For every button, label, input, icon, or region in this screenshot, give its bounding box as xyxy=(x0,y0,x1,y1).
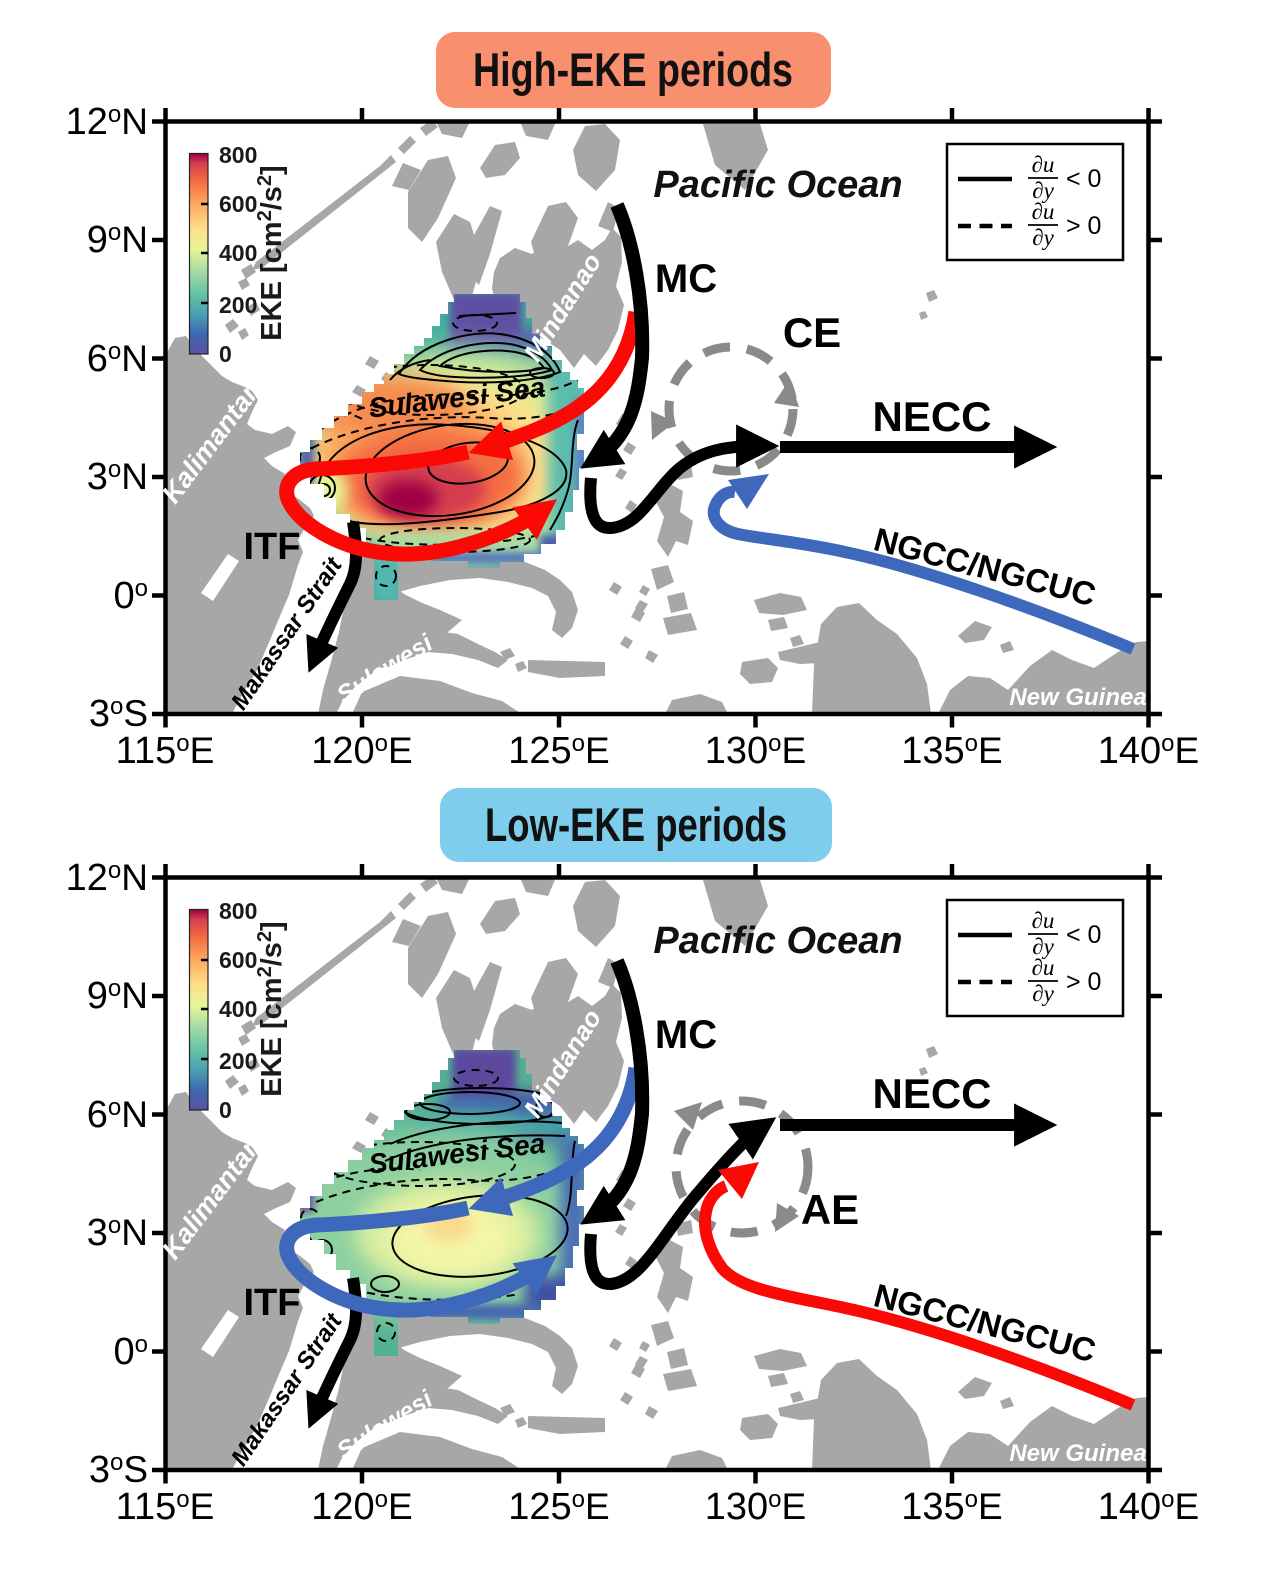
svg-text:3oN: 3oN xyxy=(87,456,148,498)
svg-text:0o: 0o xyxy=(114,575,149,617)
svg-text:9oN: 9oN xyxy=(87,219,148,261)
svg-text:∂u: ∂u xyxy=(1032,152,1055,177)
svg-text:AE: AE xyxy=(801,1186,859,1233)
svg-text:> 0: > 0 xyxy=(1066,212,1101,240)
svg-text:120oE: 120oE xyxy=(311,730,412,772)
svg-text:135oE: 135oE xyxy=(901,730,1002,772)
svg-text:140oE: 140oE xyxy=(1098,730,1199,772)
svg-text:115oE: 115oE xyxy=(116,730,215,772)
svg-text:ITF: ITF xyxy=(244,526,301,568)
svg-text:EKE [cm2/s2]: EKE [cm2/s2] xyxy=(254,165,288,340)
svg-text:< 0: < 0 xyxy=(1066,165,1101,193)
svg-text:∂y: ∂y xyxy=(1032,225,1054,250)
svg-text:MC: MC xyxy=(655,257,717,301)
svg-text:125oE: 125oE xyxy=(508,730,609,772)
svg-text:0: 0 xyxy=(219,341,232,367)
svg-text:12oN: 12oN xyxy=(66,101,148,143)
svg-text:New Guinea: New Guinea xyxy=(1009,684,1146,711)
svg-text:∂y: ∂y xyxy=(1032,178,1054,203)
svg-text:NECC: NECC xyxy=(872,1070,991,1117)
svg-text:800: 800 xyxy=(219,142,257,168)
svg-text:200: 200 xyxy=(219,292,257,318)
svg-text:Low-EKE periods: Low-EKE periods xyxy=(485,798,787,851)
svg-text:600: 600 xyxy=(219,191,257,217)
svg-text:High-EKE periods: High-EKE periods xyxy=(473,43,793,96)
svg-text:3oS: 3oS xyxy=(89,693,148,735)
svg-text:6oN: 6oN xyxy=(87,338,148,380)
svg-text:400: 400 xyxy=(219,240,257,266)
svg-text:∂u: ∂u xyxy=(1032,199,1055,224)
svg-text:NECC: NECC xyxy=(872,393,991,440)
svg-text:CE: CE xyxy=(783,309,841,356)
svg-text:Pacific Ocean: Pacific Ocean xyxy=(653,164,902,206)
svg-text:130oE: 130oE xyxy=(705,730,806,772)
